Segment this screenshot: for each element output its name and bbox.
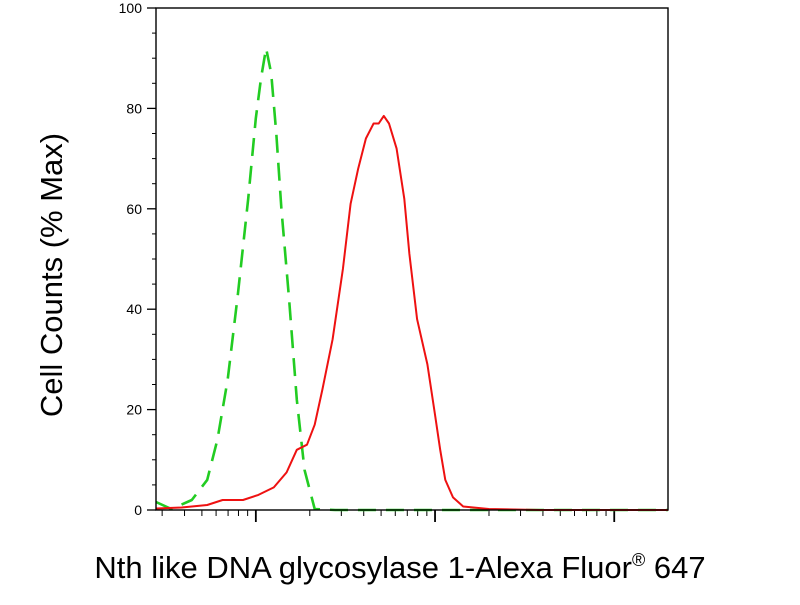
y-tick-label: 20	[126, 402, 142, 418]
x-axis-title-registered-mark: ®	[631, 550, 646, 570]
y-tick-label: 100	[119, 0, 143, 16]
series-line-1	[155, 46, 668, 512]
series-line-2	[155, 114, 668, 511]
plot-frame	[155, 7, 669, 511]
y-tick-label: 60	[126, 201, 142, 217]
x-axis-title: Nth like DNA glycosylase 1-Alexa Fluor® …	[0, 550, 800, 586]
y-tick-label: 0	[134, 502, 142, 518]
x-axis-title-main: Nth like DNA glycosylase 1-Alexa Fluor	[94, 550, 632, 585]
y-tick-label: 80	[126, 100, 142, 116]
series-layer	[155, 46, 668, 512]
x-axis-title-suffix: 647	[645, 550, 706, 585]
y-axis-title: Cell Counts (% Max)	[34, 132, 69, 418]
ticks-layer: 0 20 40 60 80 100	[119, 0, 616, 522]
y-tick-label: 40	[126, 301, 142, 317]
y-axis-title-container: Cell Counts (% Max)	[12, 100, 92, 450]
